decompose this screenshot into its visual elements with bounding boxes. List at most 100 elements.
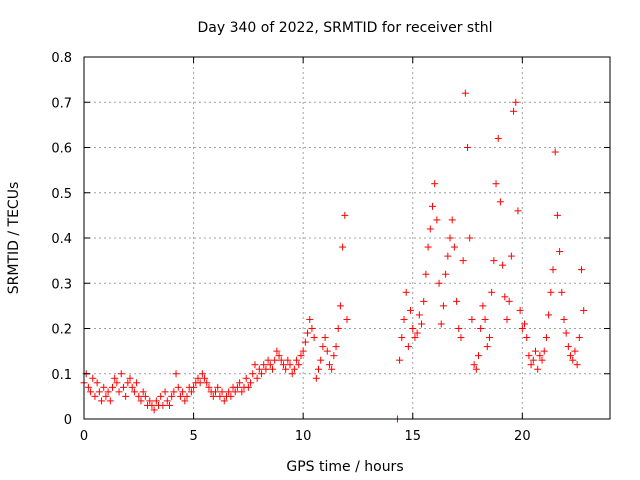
data-point xyxy=(396,356,404,364)
data-point xyxy=(407,306,415,314)
data-point xyxy=(181,397,189,405)
data-point xyxy=(133,379,141,387)
data-point xyxy=(328,365,336,373)
data-point xyxy=(170,388,178,396)
data-point xyxy=(317,356,325,364)
data-point xyxy=(518,325,526,332)
data-point xyxy=(214,383,222,391)
data-point xyxy=(485,334,493,342)
data-point xyxy=(190,383,198,391)
data-point xyxy=(494,134,502,142)
data-point xyxy=(176,392,184,400)
data-point xyxy=(165,401,173,409)
data-point xyxy=(404,343,412,351)
data-point xyxy=(113,379,121,387)
data-point xyxy=(157,392,165,400)
data-point xyxy=(168,392,176,400)
data-point xyxy=(424,243,432,251)
data-point xyxy=(503,315,511,323)
data-point xyxy=(126,374,134,382)
data-point xyxy=(470,361,478,369)
data-point xyxy=(242,374,250,382)
data-point xyxy=(415,311,423,319)
data-point xyxy=(505,297,513,305)
data-point xyxy=(264,356,272,364)
data-point xyxy=(516,306,524,314)
data-point xyxy=(420,297,428,305)
data-point xyxy=(523,334,531,342)
data-point xyxy=(98,397,106,405)
x-tick-label: 15 xyxy=(404,429,421,444)
data-point xyxy=(580,306,588,314)
data-point xyxy=(183,392,191,400)
data-point xyxy=(442,270,450,278)
data-point xyxy=(437,320,445,328)
data-point xyxy=(492,180,500,188)
y-tick-label: 0.4 xyxy=(51,232,72,247)
data-point xyxy=(529,356,537,364)
data-point xyxy=(431,180,439,188)
data-point xyxy=(569,356,577,364)
data-point xyxy=(218,388,226,396)
data-point xyxy=(194,374,202,382)
data-point xyxy=(172,370,180,378)
data-point xyxy=(514,207,522,215)
data-point xyxy=(100,383,108,391)
data-point xyxy=(398,334,406,342)
data-point xyxy=(545,311,553,319)
data-point xyxy=(483,343,491,351)
data-point xyxy=(409,325,417,332)
data-point xyxy=(450,243,458,251)
data-point xyxy=(95,388,103,396)
data-point xyxy=(310,334,318,342)
data-point xyxy=(422,270,430,278)
data-point xyxy=(212,388,219,396)
data-point xyxy=(119,383,127,391)
data-point xyxy=(148,401,156,409)
data-point xyxy=(161,388,169,396)
data-point xyxy=(306,315,314,323)
data-point xyxy=(89,374,97,382)
data-point xyxy=(323,347,331,355)
data-point xyxy=(163,397,171,405)
data-point xyxy=(578,266,586,274)
data-point xyxy=(496,198,504,206)
data-point xyxy=(531,347,539,355)
data-point xyxy=(553,211,561,219)
data-point xyxy=(413,329,421,337)
data-point xyxy=(433,216,441,224)
data-point xyxy=(525,352,533,360)
data-point xyxy=(216,392,224,400)
data-point xyxy=(551,148,559,156)
data-point xyxy=(299,347,307,355)
data-point xyxy=(549,266,557,274)
data-point xyxy=(479,302,487,310)
data-point xyxy=(187,388,195,396)
data-point xyxy=(135,392,143,400)
y-tick-label: 0.5 xyxy=(51,187,72,202)
data-point xyxy=(499,261,507,269)
data-point xyxy=(293,356,301,364)
y-tick-label: 0.8 xyxy=(51,51,72,66)
data-point xyxy=(571,347,579,355)
data-point xyxy=(247,379,255,387)
data-point xyxy=(468,315,476,323)
data-point xyxy=(115,388,123,396)
data-point xyxy=(459,257,467,265)
y-tick-label: 0 xyxy=(64,413,72,428)
data-point xyxy=(111,374,119,382)
data-point xyxy=(527,361,535,369)
data-point xyxy=(336,302,344,310)
data-point xyxy=(536,352,544,360)
axes: 0 0.1 0.2 0.3 0.4 0.5 0.6 0.7 0.8 0 5 10 15 20 xyxy=(51,51,611,444)
data-point xyxy=(137,397,145,405)
data-point xyxy=(330,352,338,360)
y-axis-label: SRMTID / TECUs xyxy=(6,182,22,295)
data-point xyxy=(205,383,213,391)
data-point xyxy=(141,392,149,400)
data-point xyxy=(150,406,158,414)
data-point xyxy=(196,379,204,387)
y-tick-label: 0.1 xyxy=(51,368,72,383)
data-point xyxy=(540,347,548,355)
data-point xyxy=(124,379,132,387)
